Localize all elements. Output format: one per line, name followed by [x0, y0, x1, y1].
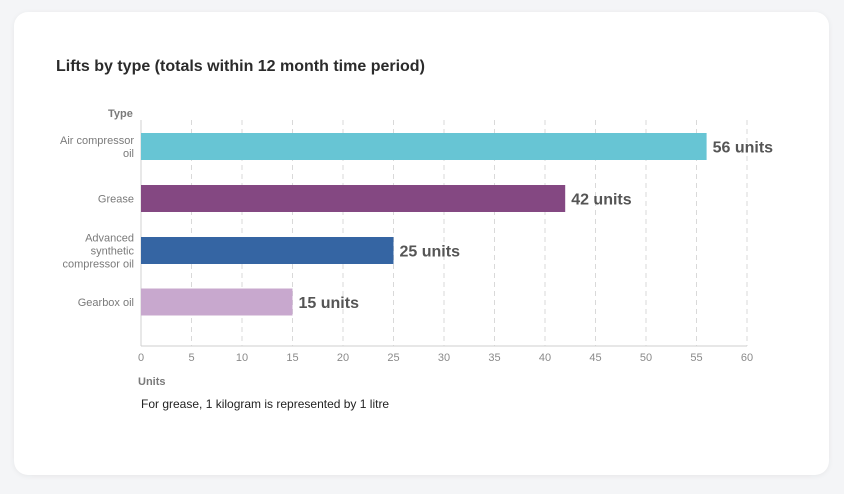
- category-label: Grease: [98, 194, 134, 206]
- category-label: Advanced synthetic compressor oil: [62, 233, 134, 271]
- chart-title: Lifts by type (totals within 12 month ti…: [56, 58, 425, 75]
- category-label-line: oil: [123, 148, 134, 160]
- x-tick-label: 60: [741, 352, 753, 364]
- chart-footnote: For grease, 1 kilogram is represented by…: [141, 397, 390, 411]
- x-axis-title: Units: [138, 376, 166, 388]
- category-label: Gearbox oil: [78, 297, 134, 309]
- x-tick-label: 15: [286, 352, 298, 364]
- x-tick-label: 50: [640, 352, 652, 364]
- data-label: 25 units: [400, 244, 461, 261]
- category-label-line: Grease: [98, 194, 134, 206]
- bar: [141, 237, 394, 264]
- x-tick-label: 45: [589, 352, 601, 364]
- bar: [141, 288, 293, 316]
- x-tick-label: 10: [236, 352, 248, 364]
- data-label: 56 units: [713, 140, 774, 157]
- bar: [141, 185, 566, 212]
- x-tick-label: 35: [488, 352, 500, 364]
- category-label-line: synthetic: [91, 246, 135, 258]
- bar: [141, 133, 707, 160]
- y-axis-title: Type: [108, 108, 133, 120]
- x-tick-label: 5: [188, 352, 194, 364]
- data-label: 15 units: [299, 295, 360, 312]
- x-tick-label: 40: [539, 352, 551, 364]
- x-tick-label: 55: [690, 352, 702, 364]
- category-label-line: Air compressor: [60, 135, 134, 147]
- category-label-line: compressor oil: [62, 259, 134, 271]
- category-label: Air compressor oil: [60, 135, 134, 160]
- x-tick-label: 30: [438, 352, 450, 364]
- x-tick-label: 25: [387, 352, 399, 364]
- x-tick-label: 0: [138, 352, 144, 364]
- category-label-line: Gearbox oil: [78, 297, 134, 309]
- category-label-line: Advanced: [85, 233, 134, 245]
- data-label: 42 units: [571, 192, 632, 209]
- x-tick-label: 20: [337, 352, 349, 364]
